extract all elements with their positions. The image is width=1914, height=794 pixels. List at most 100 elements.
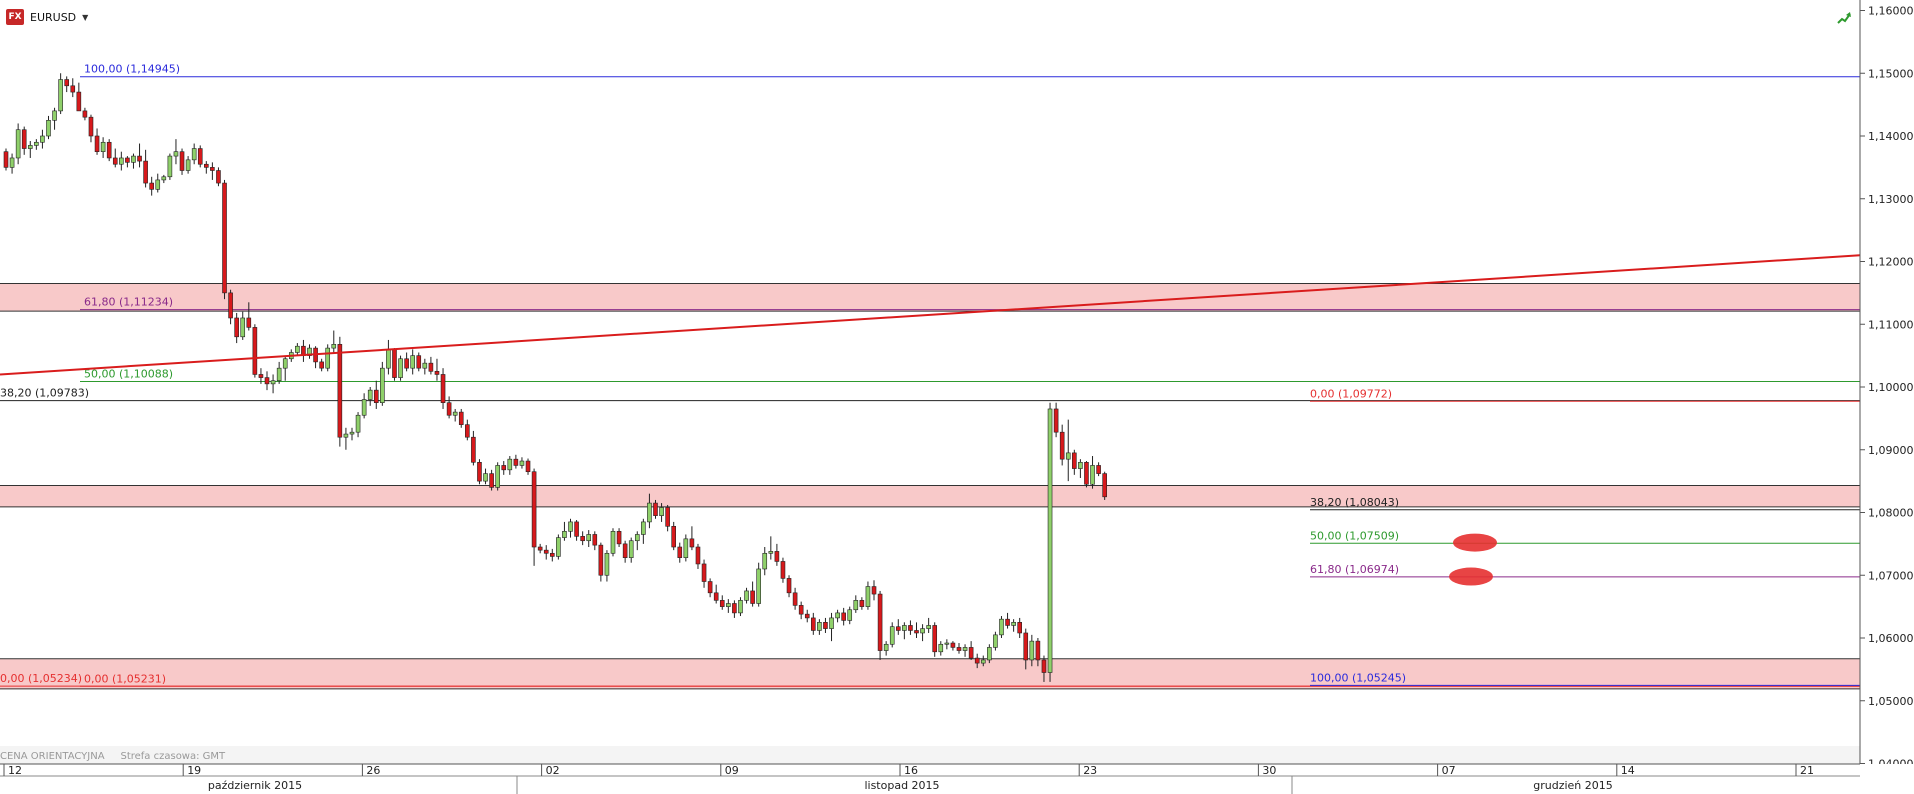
candle-46 [282, 355, 288, 381]
candle-body-71 [434, 371, 440, 375]
candle-140 [853, 595, 859, 613]
candle-35 [216, 167, 221, 187]
candle-body-130 [792, 592, 798, 606]
candle-body-166 [1011, 622, 1016, 626]
candle-body-88 [537, 546, 543, 551]
candle-11 [70, 78, 76, 98]
candle-body-59 [361, 399, 367, 416]
candle-body-65 [398, 358, 403, 378]
candle-body-111 [677, 546, 683, 558]
candle-body-177 [1078, 461, 1083, 469]
candle-body-10 [64, 79, 69, 87]
candle-10 [64, 76, 69, 93]
candle-163 [993, 631, 998, 651]
candle-17 [106, 139, 112, 162]
candle-155 [944, 639, 950, 650]
candle-154 [938, 641, 944, 656]
y-tick-label-1: 1,05000 [1868, 695, 1914, 708]
candle-body-56 [343, 433, 349, 438]
y-axis[interactable]: 1,040001,050001,060001,070001,080001,090… [1860, 5, 1914, 771]
level-label-9: 61,80 (1,06974) [1310, 563, 1399, 576]
candle-116 [707, 578, 713, 598]
trend-arrow-icon[interactable] [1836, 10, 1852, 26]
candle-body-181 [1102, 473, 1107, 498]
candle-133 [811, 612, 816, 635]
trendline [0, 254, 1861, 376]
candle-body-131 [798, 605, 804, 615]
candle-body-94 [574, 521, 579, 537]
candle-body-152 [926, 625, 931, 629]
candle-130 [792, 587, 798, 610]
candle-103 [628, 537, 634, 563]
caret-down-icon[interactable]: ▼ [82, 12, 89, 22]
candle-58 [355, 412, 361, 438]
candle-body-139 [847, 609, 853, 621]
candle-body-14 [88, 116, 94, 137]
candle-164 [999, 616, 1004, 638]
candle-34 [210, 162, 215, 180]
candle-body-148 [902, 625, 907, 631]
candle-15 [94, 128, 100, 155]
candle-body-2 [15, 129, 21, 159]
candle-body-76 [465, 424, 470, 438]
candle-body-64 [392, 349, 397, 378]
candle-body-157 [956, 647, 962, 651]
candle-body-175 [1065, 452, 1071, 460]
candle-33 [204, 161, 209, 174]
trendline-layer[interactable] [0, 254, 1861, 376]
candle-171 [1041, 655, 1047, 682]
candle-body-11 [70, 85, 76, 93]
candle-body-12 [76, 91, 82, 112]
x-axis[interactable]: 12 19 26 02 09 16 23 30 07 14 21 październik 2015 li… [3, 764, 1814, 794]
candle-body-138 [841, 612, 846, 621]
candle-159 [968, 641, 974, 660]
candle-body-164 [999, 618, 1004, 636]
candle-body-38 [234, 317, 239, 338]
candle-body-143 [871, 586, 877, 595]
candle-145 [883, 641, 889, 656]
candle-body-24 [149, 182, 154, 190]
x-tick-label-9: 14 [1621, 764, 1635, 777]
candle-body-53 [325, 347, 331, 369]
candle-44 [270, 374, 276, 394]
candle-body-33 [204, 163, 209, 168]
symbol-name: EURUSD [30, 10, 77, 24]
candle-body-68 [416, 355, 422, 369]
candle-67 [410, 349, 415, 375]
symbol-selector[interactable]: FX EURUSD ▼ [6, 8, 88, 26]
candle-100 [610, 528, 616, 557]
candle-body-163 [993, 634, 998, 648]
candle-body-98 [598, 544, 604, 576]
y-tick-label-3: 1,07000 [1868, 569, 1914, 582]
candle-body-171 [1041, 659, 1047, 673]
candle-body-99 [604, 552, 610, 576]
candle-body-57 [349, 431, 355, 435]
candle-body-55 [337, 344, 343, 438]
candle-176 [1072, 449, 1077, 475]
candle-6 [40, 129, 45, 149]
candle-42 [258, 368, 264, 384]
level-label-1: 61,80 (1,11234) [84, 296, 173, 309]
candle-body-121 [738, 600, 743, 614]
candle-153 [932, 622, 938, 657]
candle-73 [446, 396, 452, 419]
candle-24 [149, 176, 154, 196]
candle-body-149 [908, 625, 913, 631]
candle-body-18 [112, 157, 118, 165]
candle-41 [252, 324, 258, 378]
candle-body-155 [944, 642, 950, 645]
candle-60 [367, 387, 373, 406]
candle-169 [1029, 634, 1035, 667]
candle-body-74 [452, 411, 458, 416]
y-tick-label-7: 1,11000 [1868, 318, 1914, 331]
plot-background [0, 0, 1860, 764]
candle-body-86 [525, 460, 531, 473]
candle-7 [46, 115, 51, 140]
candle-body-136 [829, 617, 834, 629]
candle-body-169 [1029, 640, 1035, 661]
candle-146 [889, 622, 895, 648]
candle-body-23 [143, 160, 148, 184]
candle-90 [549, 548, 555, 562]
candle-128 [780, 557, 786, 583]
